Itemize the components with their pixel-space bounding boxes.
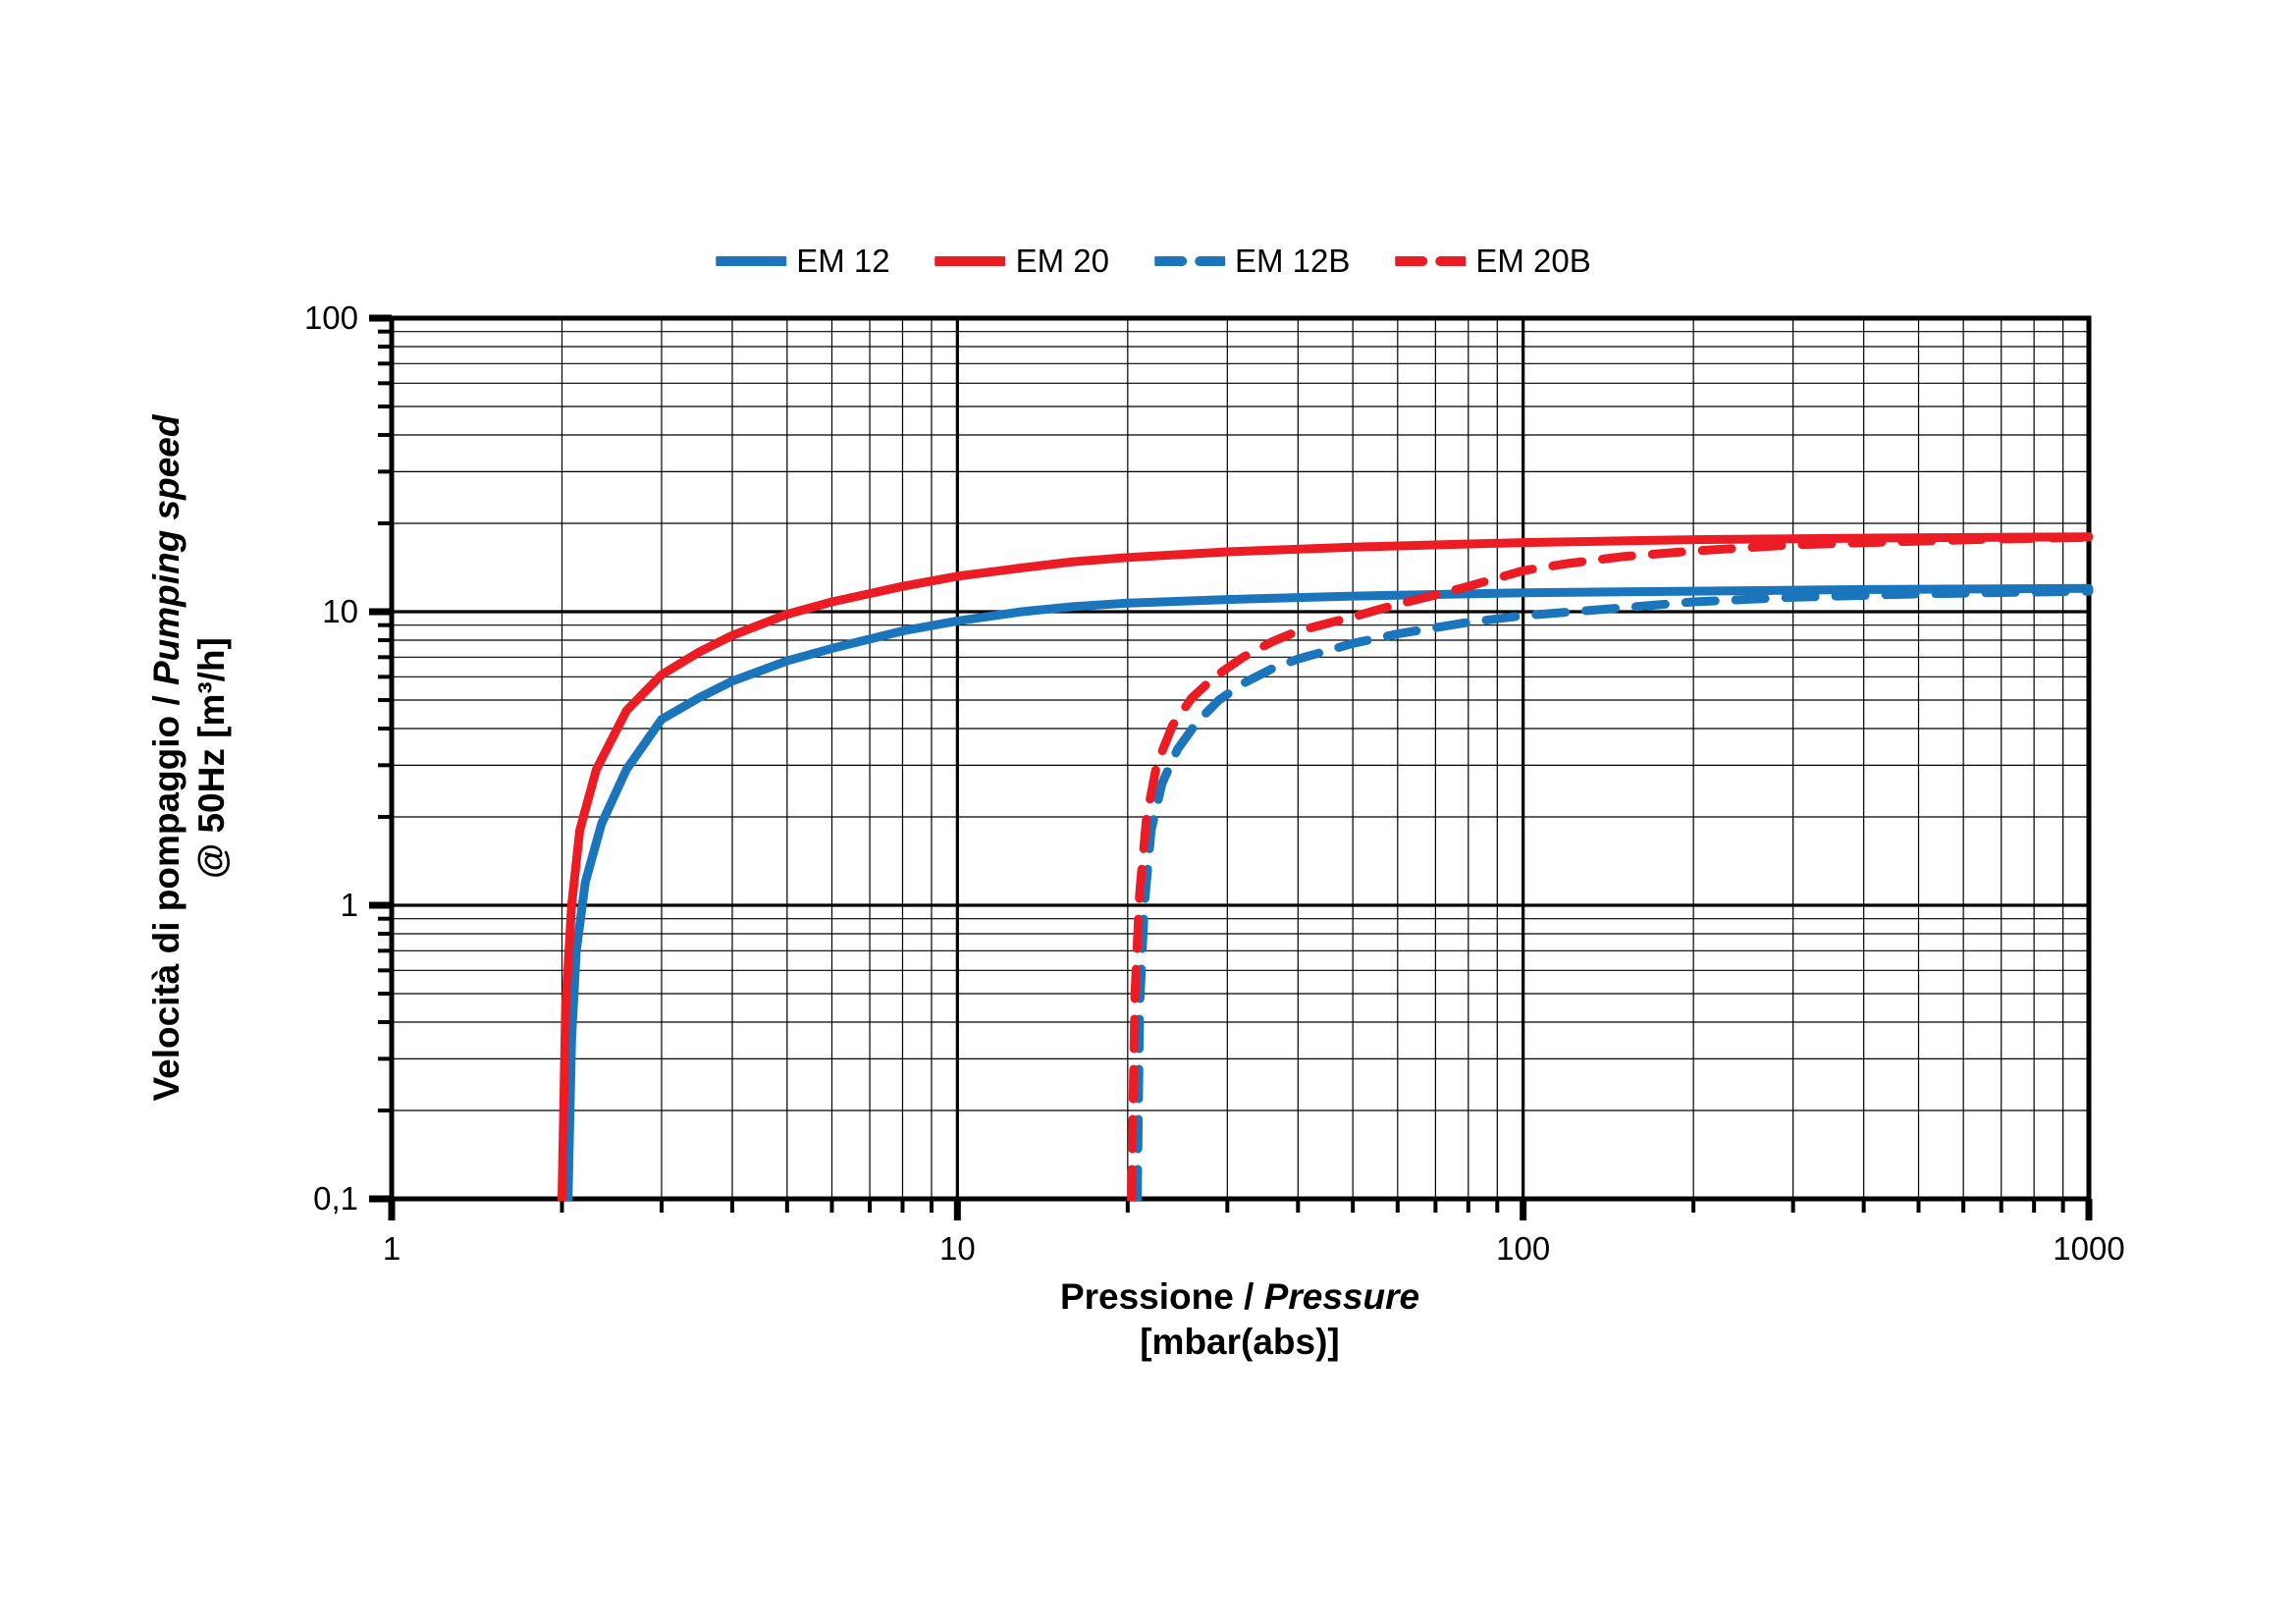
x-axis-title-italic: Pressure <box>1263 1276 1420 1317</box>
x-tick-label: 1 <box>383 1230 400 1267</box>
legend-solid-line-icon <box>716 256 787 266</box>
y-axis-unit: @ 50Hz [m³/h] <box>191 637 232 879</box>
y-axis-title-line1: Velocità di pompaggio / Pumping speed <box>144 415 189 1102</box>
x-tick-label: 100 <box>1496 1230 1550 1267</box>
curve-em-12b <box>1133 586 2094 1201</box>
x-axis-unit: [mbar(abs)] <box>1140 1321 1340 1362</box>
legend-solid-line-icon <box>934 256 1006 266</box>
legend-item-em-12: EM 12 <box>716 243 890 280</box>
series-group <box>558 532 2094 1201</box>
y-tick-label: 0,1 <box>313 1180 358 1217</box>
chart-legend: EM 12 EM 20 EM 12B EM 20B <box>716 243 1591 280</box>
legend-label: EM 20B <box>1475 243 1591 279</box>
legend-label: EM 12 <box>796 243 890 279</box>
x-axis-title-text: Pressione / <box>1059 1276 1264 1317</box>
legend-item-em-20: EM 20 <box>934 243 1109 280</box>
x-tick-label: 10 <box>939 1230 976 1267</box>
x-axis-title-line1: Pressione / Pressure <box>1060 1274 1419 1320</box>
y-tick-label: 1 <box>341 887 358 923</box>
plot-frame <box>389 315 2092 1202</box>
legend-dashed-line-icon <box>1153 256 1225 266</box>
legend-item-em-20b: EM 20B <box>1395 243 1591 280</box>
y-axis-title-text: Velocità di pompaggio / <box>146 684 187 1102</box>
legend-label: EM 20 <box>1015 243 1109 279</box>
legend-label: EM 12B <box>1234 243 1351 279</box>
y-tick-label: 10 <box>322 593 358 629</box>
curve-em-20b <box>1127 532 2094 1201</box>
legend-item-em-12b: EM 12B <box>1153 243 1351 280</box>
y-axis-title-italic: Pumping speed <box>146 414 187 685</box>
y-tick-label: 100 <box>304 299 358 336</box>
x-axis-title: Pressione / Pressure [mbar(abs)] <box>1060 1274 1419 1365</box>
curve-em-20 <box>558 532 2094 1201</box>
curve-em-12 <box>563 583 2094 1201</box>
x-tick-label: 1000 <box>2053 1230 2124 1267</box>
legend-dashed-line-icon <box>1395 256 1467 266</box>
y-axis-title: Velocità di pompaggio / Pumping speed @ … <box>144 415 235 1102</box>
